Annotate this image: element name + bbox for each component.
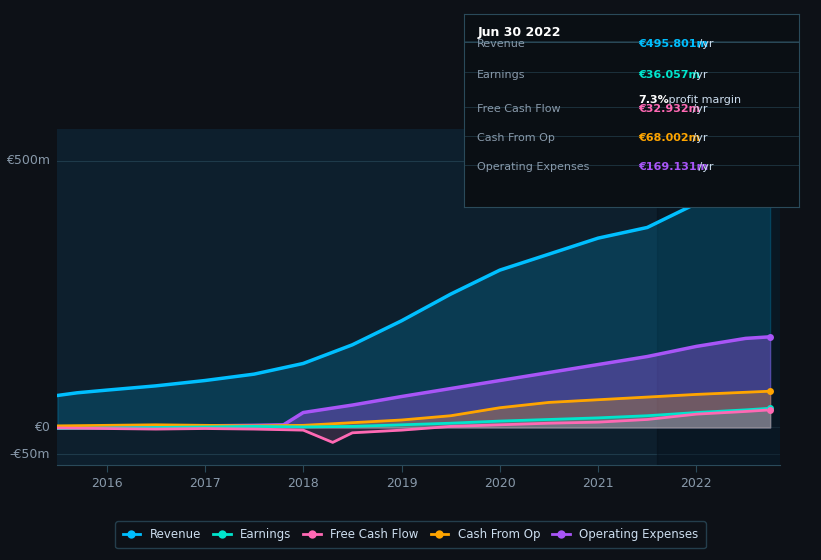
Text: Revenue: Revenue [477, 39, 526, 49]
Text: /yr: /yr [689, 133, 708, 143]
Text: Cash From Op: Cash From Op [477, 133, 555, 143]
Text: €495.801m: €495.801m [638, 39, 708, 49]
Text: /yr: /yr [689, 69, 708, 80]
Text: €36.057m: €36.057m [638, 69, 700, 80]
Text: profit margin: profit margin [665, 95, 741, 105]
Text: €0: €0 [34, 421, 50, 434]
Text: €169.131m: €169.131m [638, 162, 709, 172]
Text: Earnings: Earnings [477, 69, 525, 80]
Text: Operating Expenses: Operating Expenses [477, 162, 589, 172]
Text: €32.932m: €32.932m [638, 105, 700, 114]
Text: /yr: /yr [695, 162, 713, 172]
Legend: Revenue, Earnings, Free Cash Flow, Cash From Op, Operating Expenses: Revenue, Earnings, Free Cash Flow, Cash … [116, 521, 705, 548]
Text: Jun 30 2022: Jun 30 2022 [477, 26, 561, 39]
Text: 7.3%: 7.3% [638, 95, 669, 105]
Text: /yr: /yr [695, 39, 713, 49]
Text: /yr: /yr [689, 105, 708, 114]
Text: -€50m: -€50m [10, 447, 50, 461]
Bar [657, 129, 800, 465]
Text: €500m: €500m [7, 155, 50, 167]
Text: €68.002m: €68.002m [638, 133, 700, 143]
Text: Free Cash Flow: Free Cash Flow [477, 105, 561, 114]
